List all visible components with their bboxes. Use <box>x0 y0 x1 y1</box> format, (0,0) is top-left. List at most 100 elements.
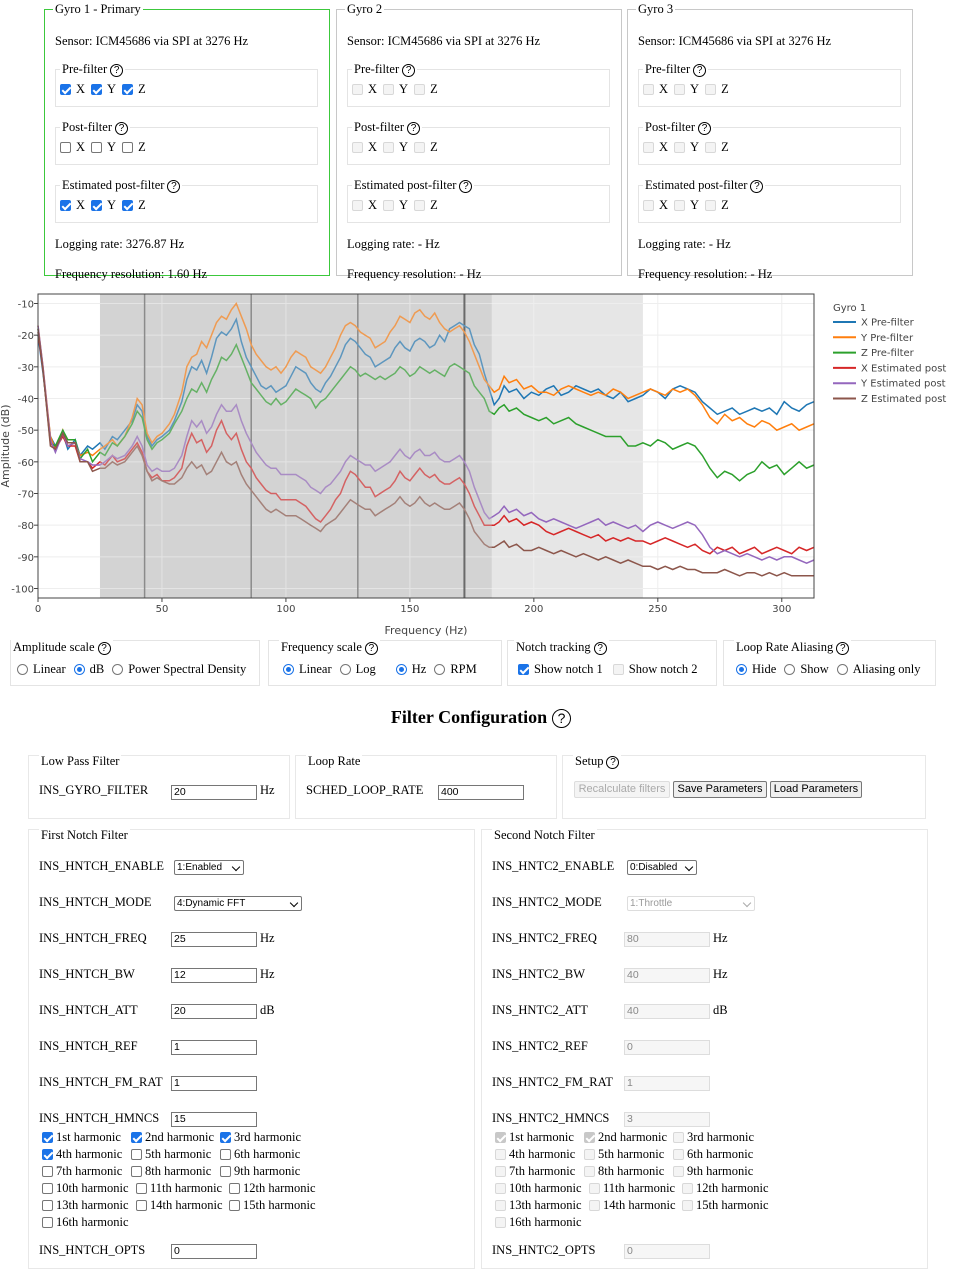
post-filter-z-checkbox[interactable] <box>414 142 426 153</box>
post-filter-y-checkbox[interactable] <box>383 142 395 153</box>
amplitude-radio-0[interactable] <box>17 664 28 675</box>
pre-filter-x-checkbox[interactable] <box>643 84 654 95</box>
ins-hntc2-hmncs-input[interactable]: 3 <box>624 1112 710 1127</box>
harmonic-1-checkbox[interactable] <box>495 1132 506 1143</box>
harmonic-6-checkbox[interactable] <box>673 1149 684 1160</box>
harmonic-8-option[interactable]: 8th harmonic <box>131 1164 211 1179</box>
harmonic-5-checkbox[interactable] <box>131 1149 142 1160</box>
harmonic-15-checkbox[interactable] <box>229 1200 240 1211</box>
aliasing-radio-1[interactable] <box>784 664 796 675</box>
help-icon[interactable]: ? <box>750 179 764 193</box>
harmonic-5-option[interactable]: 5th harmonic <box>584 1147 664 1162</box>
harmonic-9-option[interactable]: 9th harmonic <box>673 1164 753 1179</box>
help-icon[interactable]: ? <box>364 641 378 655</box>
harmonic-10-checkbox[interactable] <box>495 1183 506 1194</box>
frequency-scale-radio-0[interactable] <box>283 664 294 675</box>
ins-hntch-mode-select[interactable]: 4:Dynamic FFT <box>174 896 302 911</box>
harmonic-12-checkbox[interactable] <box>229 1183 240 1194</box>
post-filter-z-checkbox[interactable] <box>705 142 717 153</box>
harmonic-1-option[interactable]: 1st harmonic <box>42 1130 121 1145</box>
harmonic-10-option[interactable]: 10th harmonic <box>495 1181 582 1196</box>
harmonic-12-checkbox[interactable] <box>682 1183 693 1194</box>
harmonic-14-checkbox[interactable] <box>589 1200 600 1211</box>
sched-loop-rate-input[interactable]: 400 <box>438 785 524 800</box>
post-filter-x-checkbox[interactable] <box>60 142 71 153</box>
harmonic-13-checkbox[interactable] <box>42 1200 53 1211</box>
harmonic-12-option[interactable]: 12th harmonic <box>229 1181 316 1196</box>
harmonic-1-checkbox[interactable] <box>42 1132 53 1143</box>
help-icon[interactable]: ? <box>698 121 711 135</box>
harmonic-16-checkbox[interactable] <box>42 1217 53 1228</box>
harmonic-4-checkbox[interactable] <box>495 1149 506 1160</box>
estimated-post-filter-z-checkbox[interactable] <box>122 200 134 211</box>
pre-filter-z-checkbox[interactable] <box>414 84 426 95</box>
ins-hntch-fm-rat-input[interactable]: 1 <box>171 1076 257 1091</box>
help-icon[interactable]: ? <box>402 63 416 77</box>
ins-hntc2-fm-rat-input[interactable]: 1 <box>624 1076 710 1091</box>
harmonic-11-option[interactable]: 11th harmonic <box>136 1181 222 1196</box>
harmonic-15-option[interactable]: 15th harmonic <box>682 1198 769 1213</box>
pre-filter-y-checkbox[interactable] <box>383 84 395 95</box>
post-filter-x-checkbox[interactable] <box>643 142 654 153</box>
harmonic-14-option[interactable]: 14th harmonic <box>589 1198 676 1213</box>
pre-filter-x-checkbox[interactable] <box>352 84 363 95</box>
estimated-post-filter-x-checkbox[interactable] <box>60 200 71 211</box>
harmonic-8-checkbox[interactable] <box>131 1166 142 1177</box>
save-parameters-button[interactable]: Save Parameters <box>673 781 767 798</box>
harmonic-14-checkbox[interactable] <box>136 1200 147 1211</box>
harmonic-2-checkbox[interactable] <box>584 1132 595 1143</box>
harmonic-5-option[interactable]: 5th harmonic <box>131 1147 211 1162</box>
help-icon[interactable]: ? <box>407 121 420 135</box>
help-icon[interactable]: ? <box>97 641 111 655</box>
harmonic-10-checkbox[interactable] <box>42 1183 53 1194</box>
harmonic-4-option[interactable]: 4th harmonic <box>42 1147 122 1162</box>
ins-hntch-att-input[interactable]: 20 <box>171 1004 257 1019</box>
harmonic-11-checkbox[interactable] <box>136 1183 147 1194</box>
pre-filter-z-checkbox[interactable] <box>705 84 717 95</box>
help-icon[interactable]: ? <box>552 709 572 729</box>
help-icon[interactable]: ? <box>836 641 850 655</box>
ins-hntc2-ref-input[interactable]: 0 <box>624 1040 710 1055</box>
pre-filter-x-checkbox[interactable] <box>60 84 71 95</box>
post-filter-x-checkbox[interactable] <box>352 142 363 153</box>
amplitude-radio-2[interactable] <box>112 664 124 675</box>
estimated-post-filter-y-checkbox[interactable] <box>91 200 103 211</box>
aliasing-radio-2[interactable] <box>836 664 848 675</box>
ins-hntc2-mode-select[interactable]: 1:Throttle <box>627 896 755 911</box>
harmonic-3-option[interactable]: 3rd harmonic <box>220 1130 301 1145</box>
estimated-post-filter-y-checkbox[interactable] <box>674 200 686 211</box>
harmonic-6-option[interactable]: 6th harmonic <box>673 1147 753 1162</box>
help-icon[interactable]: ? <box>693 63 707 77</box>
harmonic-15-checkbox[interactable] <box>682 1200 693 1211</box>
harmonic-1-option[interactable]: 1st harmonic <box>495 1130 574 1145</box>
frequency-unit-radio-1[interactable] <box>434 664 446 675</box>
harmonic-16-checkbox[interactable] <box>495 1217 506 1228</box>
help-icon[interactable]: ? <box>115 121 128 135</box>
recalculate-filters-button[interactable]: Recalculate filters <box>574 781 670 798</box>
ins-hntc2-opts-input[interactable]: 0 <box>624 1244 710 1259</box>
help-icon[interactable]: ? <box>110 63 124 77</box>
harmonic-6-option[interactable]: 6th harmonic <box>220 1147 300 1162</box>
post-filter-y-checkbox[interactable] <box>674 142 686 153</box>
harmonic-16-option[interactable]: 16th harmonic <box>495 1215 582 1230</box>
harmonic-12-option[interactable]: 12th harmonic <box>682 1181 769 1196</box>
harmonic-11-checkbox[interactable] <box>589 1183 600 1194</box>
harmonic-3-checkbox[interactable] <box>673 1132 684 1143</box>
ins-hntch-ref-input[interactable]: 1 <box>171 1040 257 1055</box>
harmonic-2-checkbox[interactable] <box>131 1132 142 1143</box>
harmonic-9-checkbox[interactable] <box>220 1166 231 1177</box>
harmonic-13-option[interactable]: 13th harmonic <box>42 1198 129 1213</box>
harmonic-6-checkbox[interactable] <box>220 1149 231 1160</box>
frequency-scale-radio-1[interactable] <box>339 664 351 675</box>
harmonic-7-checkbox[interactable] <box>42 1166 53 1177</box>
ins-gyro-filter-input[interactable]: 20 <box>171 785 257 800</box>
harmonic-9-option[interactable]: 9th harmonic <box>220 1164 300 1179</box>
ins-hntc2-enable-select[interactable]: 0:Disabled <box>627 860 697 875</box>
harmonic-7-checkbox[interactable] <box>495 1166 506 1177</box>
harmonic-8-checkbox[interactable] <box>584 1166 595 1177</box>
estimated-post-filter-y-checkbox[interactable] <box>383 200 395 211</box>
amplitude-radio-1[interactable] <box>73 664 85 675</box>
ins-hntc2-att-input[interactable]: 40 <box>624 1004 710 1019</box>
frequency-unit-radio-0[interactable] <box>395 664 407 675</box>
harmonic-9-checkbox[interactable] <box>673 1166 684 1177</box>
